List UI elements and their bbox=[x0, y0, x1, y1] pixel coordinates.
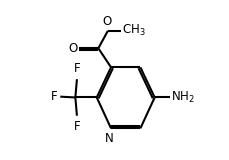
Text: O: O bbox=[102, 15, 111, 28]
Text: CH$_3$: CH$_3$ bbox=[122, 23, 145, 38]
Text: F: F bbox=[73, 62, 80, 75]
Text: F: F bbox=[73, 120, 80, 133]
Text: O: O bbox=[68, 42, 77, 55]
Text: N: N bbox=[105, 132, 113, 145]
Text: NH$_2$: NH$_2$ bbox=[170, 90, 194, 105]
Text: F: F bbox=[51, 90, 58, 103]
